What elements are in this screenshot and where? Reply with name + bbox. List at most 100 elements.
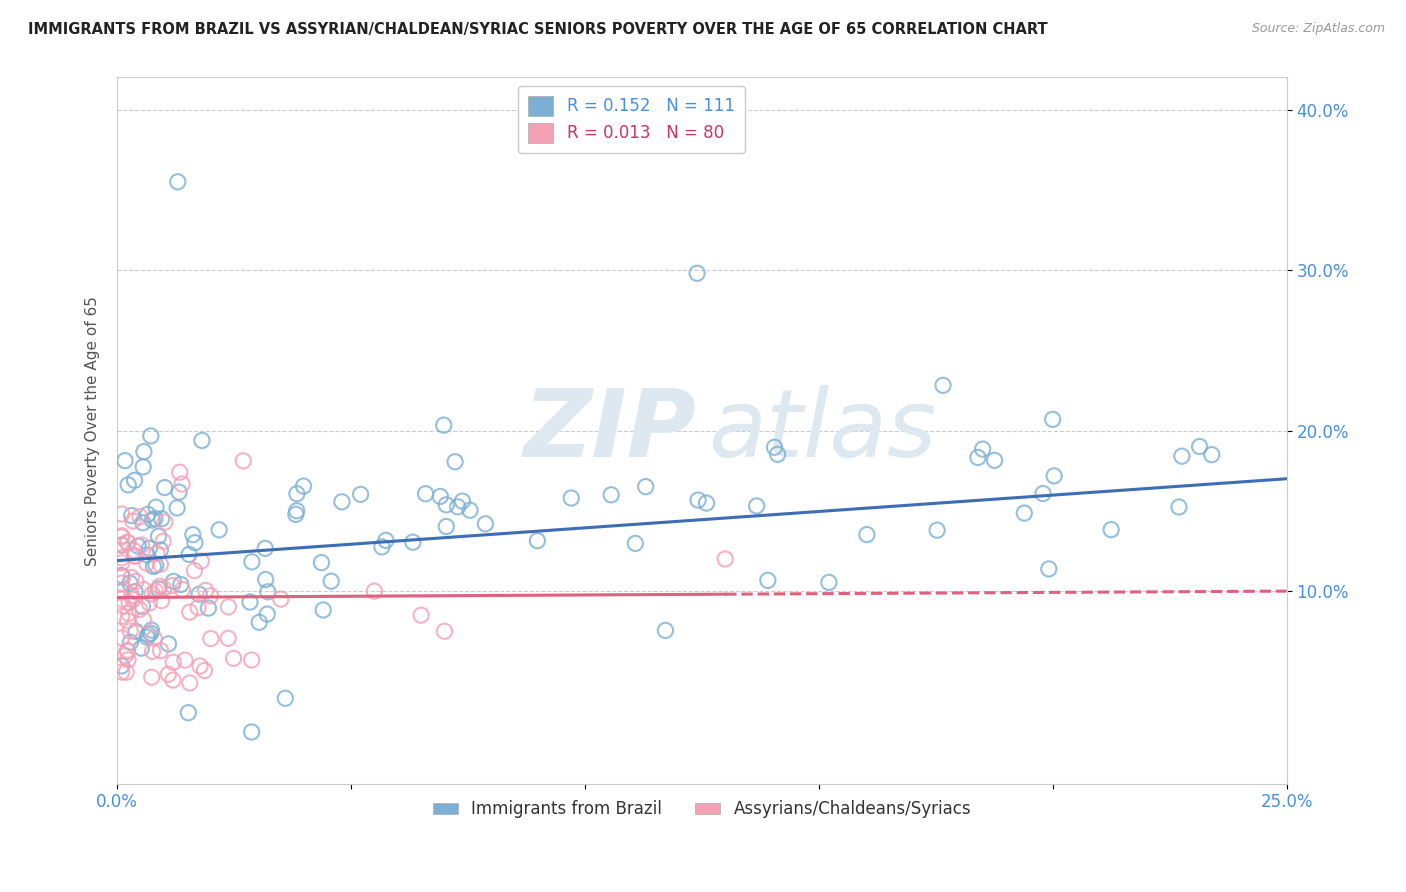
Point — [200, 589, 222, 603]
Point — [115, 535, 138, 549]
Point — [132, 459, 155, 474]
Point — [256, 584, 278, 599]
Point — [166, 500, 188, 515]
Point — [139, 429, 162, 443]
Point — [624, 536, 647, 550]
Point — [1168, 500, 1191, 514]
Point — [232, 454, 254, 468]
Point — [111, 592, 134, 607]
Point — [125, 574, 148, 589]
Text: ZIP: ZIP — [523, 384, 696, 476]
Point — [274, 691, 297, 706]
Point — [111, 659, 134, 673]
Point — [285, 504, 308, 518]
Point — [127, 539, 149, 553]
Point — [188, 587, 211, 601]
Point — [111, 538, 134, 552]
Point — [967, 450, 990, 465]
Point — [284, 508, 307, 522]
Point — [409, 608, 432, 623]
Point — [1043, 468, 1066, 483]
Point — [600, 488, 623, 502]
Point — [162, 574, 184, 589]
Point — [114, 648, 136, 663]
Point — [141, 513, 163, 527]
Point — [745, 499, 768, 513]
Point — [321, 574, 343, 589]
Point — [128, 602, 150, 616]
Point — [526, 533, 548, 548]
Point — [141, 623, 163, 637]
Point — [188, 659, 211, 673]
Point — [1032, 486, 1054, 500]
Point — [179, 676, 201, 690]
Point — [330, 495, 353, 509]
Point — [128, 509, 150, 524]
Point — [217, 599, 239, 614]
Point — [1038, 562, 1060, 576]
Point — [136, 628, 159, 642]
Point — [763, 440, 786, 454]
Point — [447, 500, 470, 514]
Point — [149, 543, 172, 558]
Point — [124, 549, 146, 563]
Point — [148, 529, 170, 543]
Point — [152, 534, 174, 549]
Point — [434, 498, 457, 512]
Point — [458, 503, 481, 517]
Point — [143, 511, 166, 525]
Point — [177, 706, 200, 720]
Point — [714, 552, 737, 566]
Point — [117, 653, 139, 667]
Point — [194, 583, 217, 598]
Point — [124, 473, 146, 487]
Point — [349, 487, 371, 501]
Point — [402, 535, 425, 549]
Point — [153, 481, 176, 495]
Point — [111, 585, 134, 599]
Point — [167, 485, 190, 500]
Point — [371, 540, 394, 554]
Point — [433, 418, 456, 433]
Point — [162, 673, 184, 687]
Point — [239, 595, 262, 609]
Point — [932, 378, 955, 392]
Point — [136, 508, 159, 522]
Point — [117, 643, 139, 657]
Point — [170, 477, 193, 491]
Point — [157, 637, 180, 651]
Point — [179, 548, 201, 562]
Point — [1188, 440, 1211, 454]
Point — [111, 631, 134, 645]
Point — [122, 592, 145, 607]
Point — [1042, 412, 1064, 426]
Point — [149, 579, 172, 593]
Point — [183, 564, 205, 578]
Point — [208, 523, 231, 537]
Point — [217, 632, 239, 646]
Point — [152, 582, 174, 596]
Point — [111, 609, 134, 624]
Point — [132, 582, 155, 597]
Point — [193, 664, 215, 678]
Point — [184, 535, 207, 549]
Point — [292, 479, 315, 493]
Point — [256, 607, 278, 621]
Point — [142, 644, 165, 658]
Point — [112, 599, 135, 613]
Point — [150, 512, 173, 526]
Point — [139, 626, 162, 640]
Point — [190, 554, 212, 568]
Point — [172, 582, 194, 597]
Point — [429, 490, 451, 504]
Point — [135, 548, 157, 562]
Point — [142, 559, 165, 574]
Text: atlas: atlas — [707, 385, 936, 476]
Point — [856, 527, 879, 541]
Point — [1012, 506, 1035, 520]
Point — [136, 630, 159, 644]
Point — [1201, 448, 1223, 462]
Point — [125, 624, 148, 639]
Point — [434, 519, 457, 533]
Point — [132, 444, 155, 458]
